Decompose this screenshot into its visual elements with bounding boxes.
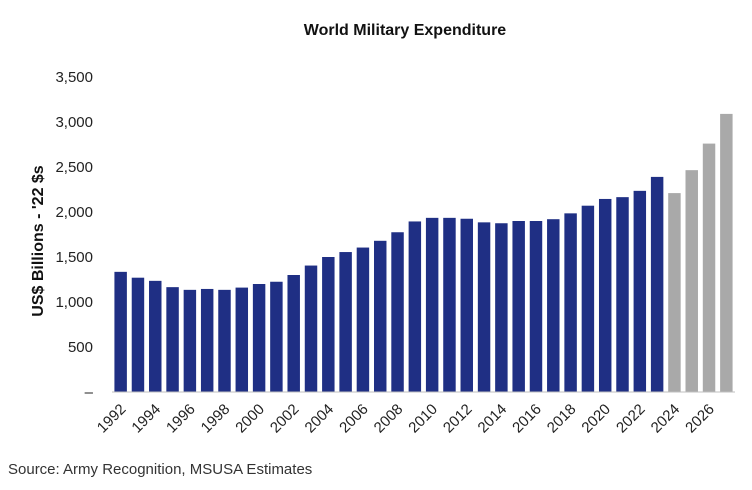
x-tick-label: 2000	[232, 401, 268, 437]
bar-2027	[720, 113, 733, 393]
x-tick-label: 2016	[509, 401, 545, 437]
x-tick-label: 2018	[544, 401, 580, 437]
bar-1996	[183, 289, 197, 392]
bar-2002	[287, 275, 300, 392]
bar-2009	[408, 221, 422, 392]
bar-2026	[702, 143, 716, 392]
bar-2001	[270, 281, 283, 392]
y-tick-label: 500	[68, 339, 93, 356]
bar-2012	[460, 218, 473, 392]
x-tick-label: 2002	[267, 401, 303, 437]
x-tick-label: 1998	[198, 401, 234, 437]
x-tick-label: 2026	[682, 401, 718, 437]
x-tick-label: 2012	[440, 401, 476, 437]
bar-2004	[322, 257, 335, 392]
bar-2010	[425, 217, 439, 392]
bar-1992	[114, 271, 127, 392]
chart-title: World Military Expenditure	[304, 22, 507, 39]
x-axis-tick-labels: 1992199419961998200020022004200620082010…	[94, 401, 718, 437]
y-tick-label: 2,500	[55, 159, 93, 176]
bar-2008	[391, 232, 404, 392]
bar-2017	[547, 219, 560, 392]
bar-1997	[200, 288, 214, 392]
x-tick-label: 1996	[163, 401, 199, 437]
bar-2019	[581, 205, 595, 392]
bar-2020	[598, 198, 612, 392]
x-tick-label: 2008	[371, 401, 407, 437]
x-tick-label: 2024	[648, 401, 684, 437]
bar-2021	[616, 197, 629, 392]
bars	[114, 113, 733, 393]
bar-2005	[339, 252, 352, 392]
x-tick-label: 1994	[128, 401, 164, 437]
y-tick-label: –	[85, 384, 94, 401]
source-note: Source: Army Recognition, MSUSA Estimate…	[8, 461, 313, 478]
y-tick-label: 3,000	[55, 114, 93, 131]
bar-2006	[356, 247, 370, 392]
bar-1994	[149, 280, 162, 392]
bar-2003	[304, 265, 318, 392]
bar-2013	[477, 222, 491, 392]
bar-1993	[131, 277, 145, 392]
x-tick-label: 1992	[94, 401, 130, 437]
bar-2011	[443, 217, 456, 392]
bar-2015	[512, 221, 525, 392]
bar-2023	[650, 176, 664, 392]
x-tick-label: 2004	[302, 401, 338, 437]
y-tick-label: 2,000	[55, 204, 93, 221]
y-tick-label: 3,500	[55, 69, 93, 86]
y-tick-label: 1,500	[55, 249, 93, 266]
x-tick-label: 2010	[405, 401, 441, 437]
bar-2022	[633, 190, 647, 392]
bar-1995	[166, 287, 179, 392]
y-tick-label: 1,000	[55, 294, 93, 311]
x-tick-label: 2022	[613, 401, 649, 437]
x-tick-label: 2014	[475, 401, 511, 437]
x-tick-label: 2020	[578, 401, 614, 437]
bar-2016	[529, 221, 543, 392]
y-axis-label: US$ Billions - '22 $s	[30, 165, 47, 317]
bar-2025	[685, 170, 698, 392]
bar-2000	[252, 284, 266, 392]
bar-1998	[218, 289, 231, 392]
bar-2007	[374, 240, 387, 392]
x-tick-label: 2006	[336, 401, 372, 437]
bar-2024	[668, 193, 681, 392]
y-axis-tick-labels: – 500 1,000 1,500 2,000 2,500 3,000 3,500	[55, 69, 93, 401]
bar-2014	[495, 223, 508, 392]
bar-1999	[235, 287, 249, 392]
bar-2018	[564, 213, 577, 392]
